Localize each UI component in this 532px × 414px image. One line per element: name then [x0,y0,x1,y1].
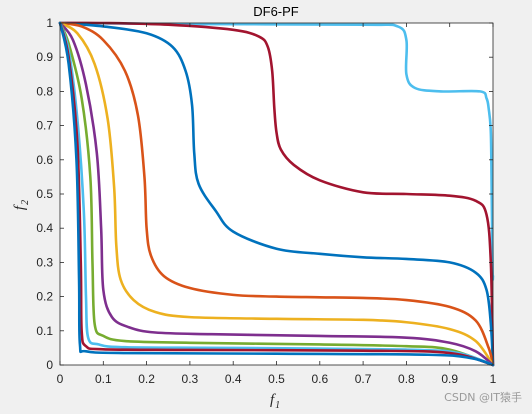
x-tick-label: 0.3 [182,372,199,386]
x-axis-label: f1 [270,392,280,411]
series-layer [58,21,495,367]
y-axis-label-sub: 2 [20,200,31,205]
series-line-7 [58,21,495,367]
y-tick-label: 1 [46,16,53,30]
series-line-6 [58,21,495,367]
watermark: CSDN @IT猿手 [444,390,522,404]
y-axis-ticks: 0 0.1 0.2 0.3 0.4 0.5 0.6 0.7 0.8 0.9 1 [36,16,493,372]
series-line-1 [58,21,495,281]
x-tick-label: 0.4 [225,372,242,386]
series-line-3 [58,21,495,367]
series-line-4 [58,21,495,367]
y-tick-label: 0.2 [36,290,53,304]
x-tick-label: 0.9 [441,372,458,386]
y-tick-label: 0.8 [36,84,53,98]
series-line-9 [58,21,495,367]
y-tick-label: 0.6 [36,153,53,167]
x-axis-label-main: f [270,392,276,408]
series-line-5 [58,21,495,367]
chart-title: DF6-PF [253,4,299,19]
y-tick-label: 0.9 [36,50,53,64]
x-tick-label: 0.8 [398,372,415,386]
y-tick-label: 0.5 [36,187,53,201]
series-line-8 [58,21,495,367]
y-tick-label: 0 [46,358,53,372]
x-tick-label: 0.7 [355,372,372,386]
y-tick-label: 0.1 [36,324,53,338]
x-tick-label: 0.6 [311,372,328,386]
x-tick-label: 1 [490,372,497,386]
x-tick-label: 0.1 [95,372,112,386]
y-tick-label: 0.7 [36,119,53,133]
y-axis-label: f2 [12,200,31,210]
y-tick-label: 0.3 [36,255,53,269]
x-tick-label: 0 [57,372,64,386]
x-axis-ticks: 0 0.1 0.2 0.3 0.4 0.5 0.6 0.7 0.8 0.9 1 [57,23,497,386]
y-tick-label: 0.4 [36,221,53,235]
x-axis-label-sub: 1 [275,400,280,411]
x-tick-label: 0.2 [138,372,155,386]
series-line-10 [58,21,495,367]
series-line-2 [58,21,495,367]
y-axis-label-main: f [12,204,28,210]
x-tick-label: 0.5 [268,372,285,386]
